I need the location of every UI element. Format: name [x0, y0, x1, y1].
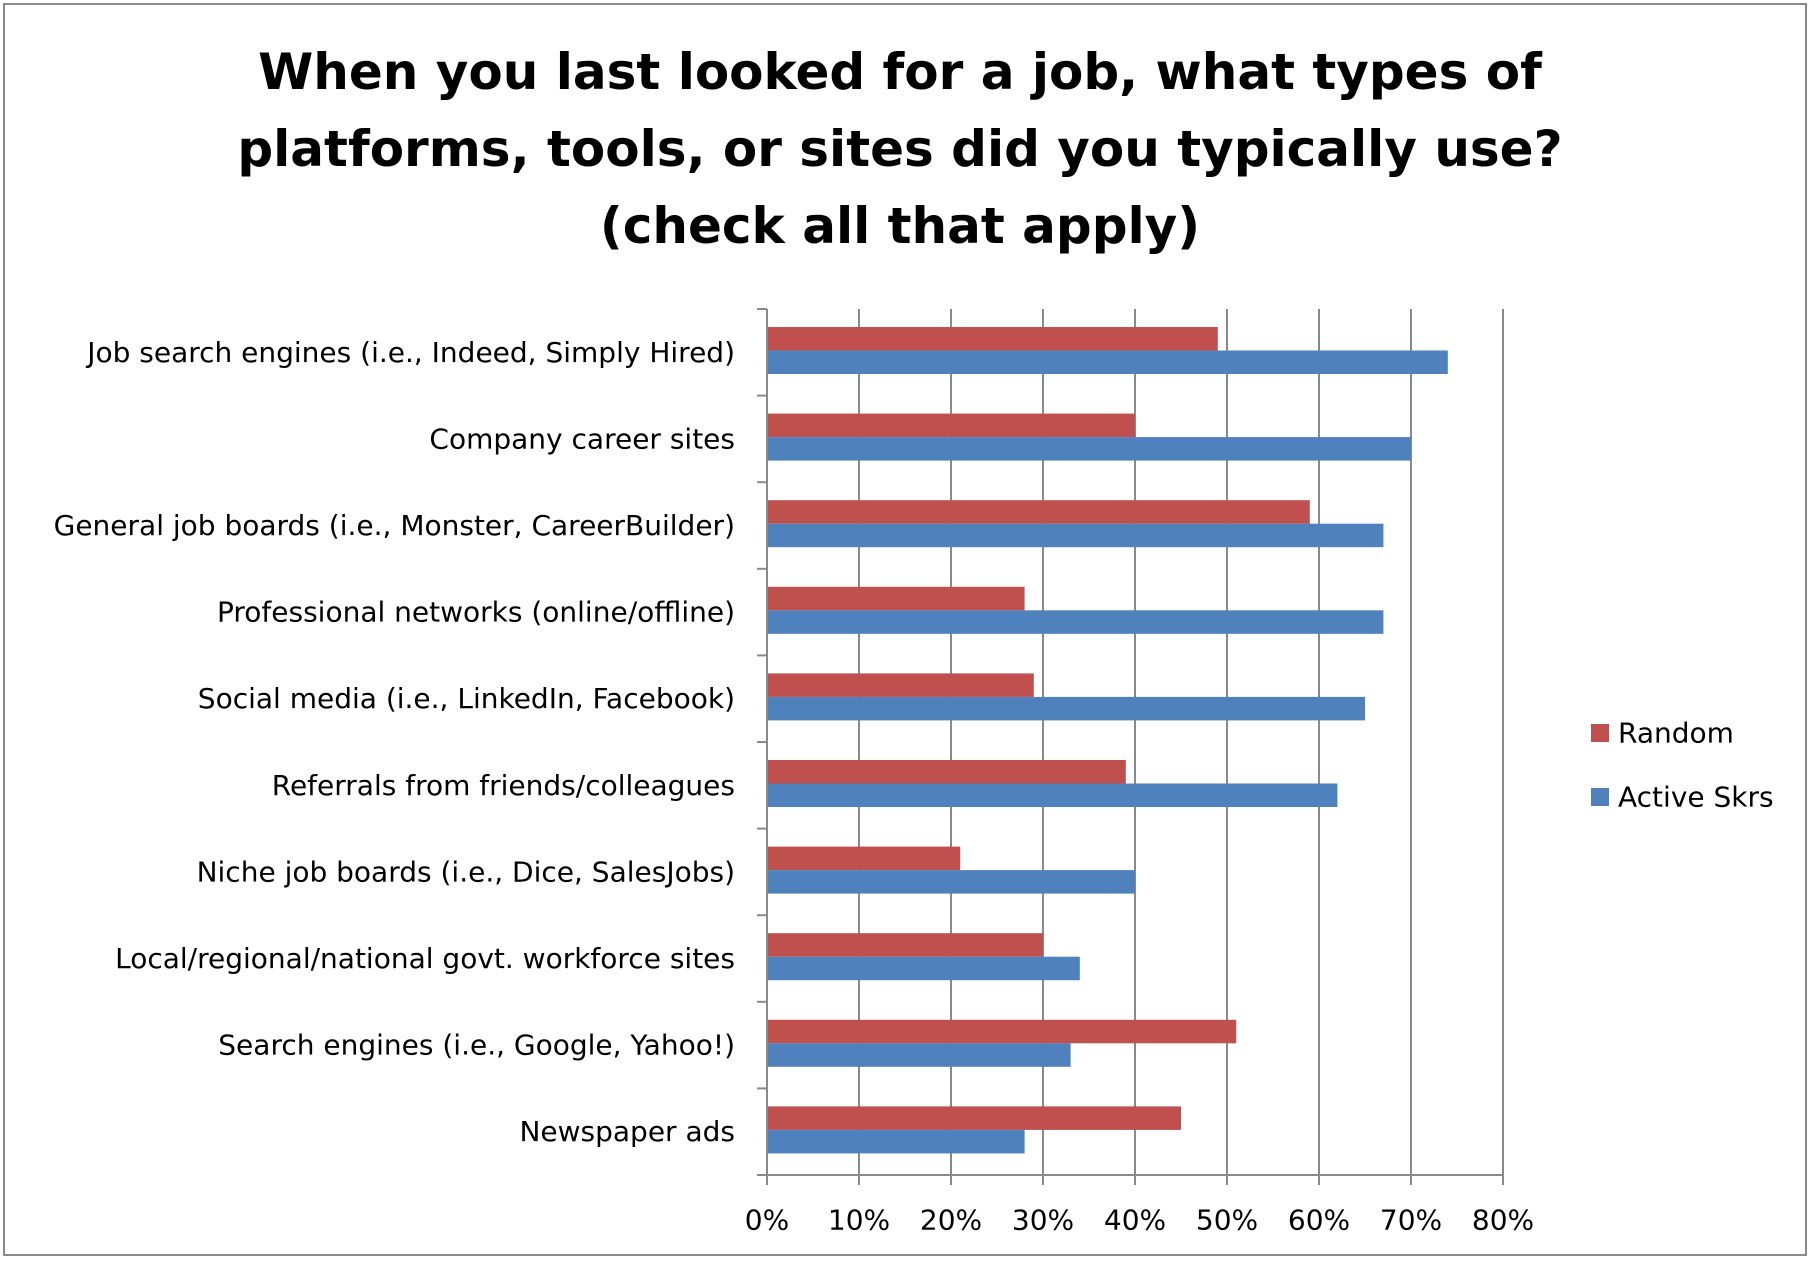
category-label: Local/regional/national govt. workforce …: [115, 942, 735, 975]
chart-title: When you last looked for a job, what typ…: [237, 43, 1563, 255]
x-tick-label: 80%: [1472, 1204, 1534, 1237]
bar-random: [767, 933, 1043, 957]
bar-active-skrs: [767, 1129, 1025, 1154]
category-label: General job boards (i.e., Monster, Caree…: [54, 509, 735, 542]
bar-random: [767, 586, 1025, 611]
bar-active-skrs: [767, 437, 1411, 461]
bar-random: [767, 327, 1218, 351]
bar-random: [767, 1019, 1237, 1044]
x-tick-label: 30%: [1012, 1204, 1074, 1237]
bar-active-skrs: [767, 783, 1338, 807]
category-label: Professional networks (online/offline): [217, 596, 735, 629]
category-label: Company career sites: [429, 422, 735, 455]
legend-swatch: [1591, 788, 1609, 806]
x-tick-label: 20%: [920, 1204, 982, 1237]
legend-label: Random: [1618, 717, 1734, 750]
bar-random: [767, 500, 1310, 524]
x-tick-label: 0%: [745, 1204, 789, 1237]
bar-random: [767, 673, 1034, 697]
bar-active-skrs: [767, 1043, 1071, 1067]
x-tick-label: 10%: [828, 1204, 890, 1237]
bar-random: [767, 760, 1126, 784]
bar-random: [767, 1106, 1181, 1130]
category-label: Referrals from friends/colleagues: [272, 769, 735, 802]
bar-active-skrs: [767, 610, 1384, 634]
category-label: Social media (i.e., LinkedIn, Facebook): [198, 682, 735, 715]
x-tick-label: 50%: [1196, 1204, 1258, 1237]
bar-active-skrs: [767, 523, 1384, 548]
bar-random: [767, 846, 961, 871]
bar-active-skrs: [767, 696, 1365, 721]
legend-label: Active Skrs: [1618, 781, 1774, 814]
x-tick-label: 70%: [1380, 1204, 1442, 1237]
category-label: Newspaper ads: [519, 1115, 735, 1148]
category-label: Niche job boards (i.e., Dice, SalesJobs): [197, 855, 735, 888]
bar-active-skrs: [767, 350, 1448, 374]
bar-active-skrs: [767, 870, 1135, 894]
category-label: Job search engines (i.e., Indeed, Simply…: [85, 336, 735, 369]
legend-swatch: [1591, 724, 1609, 742]
bar-random: [767, 413, 1135, 438]
category-label: Search engines (i.e., Google, Yahoo!): [218, 1029, 735, 1062]
x-tick-label: 40%: [1104, 1204, 1166, 1237]
bar-active-skrs: [767, 956, 1080, 981]
x-tick-label: 60%: [1288, 1204, 1350, 1237]
